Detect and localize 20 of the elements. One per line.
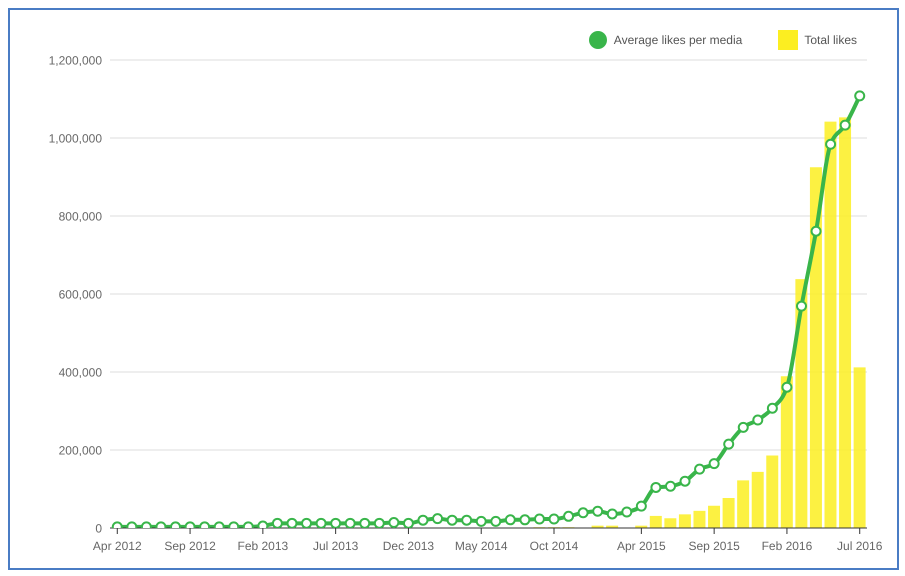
y-tick-label: 600,000	[58, 287, 102, 302]
x-tick-label: Dec 2013	[382, 539, 434, 553]
x-tick-label: Apr 2015	[617, 539, 666, 553]
x-tick-label: Sep 2012	[164, 539, 216, 553]
y-tick-label: 1,000,000	[48, 131, 102, 146]
y-tick-label: 800,000	[58, 209, 102, 224]
x-tick-label: Sep 2015	[688, 539, 740, 553]
y-tick-label: 200,000	[58, 443, 102, 458]
x-tick-label: Feb 2013	[237, 539, 289, 553]
x-tick-label: Apr 2012	[92, 539, 142, 553]
x-tick-label: Jul 2013	[312, 539, 359, 553]
legend-label: Total likes	[804, 33, 857, 47]
x-tick-label: Feb 2016	[762, 539, 813, 553]
y-tick-label: 0	[95, 521, 102, 536]
legend-label: Average likes per media	[614, 33, 742, 47]
y-tick-label: 400,000	[58, 365, 102, 380]
x-tick-label: Jul 2016	[837, 539, 883, 553]
x-tick-label: May 2014	[454, 539, 508, 553]
y-tick-label: 1,200,000	[48, 53, 102, 68]
x-tick-label: Oct 2014	[530, 539, 579, 553]
